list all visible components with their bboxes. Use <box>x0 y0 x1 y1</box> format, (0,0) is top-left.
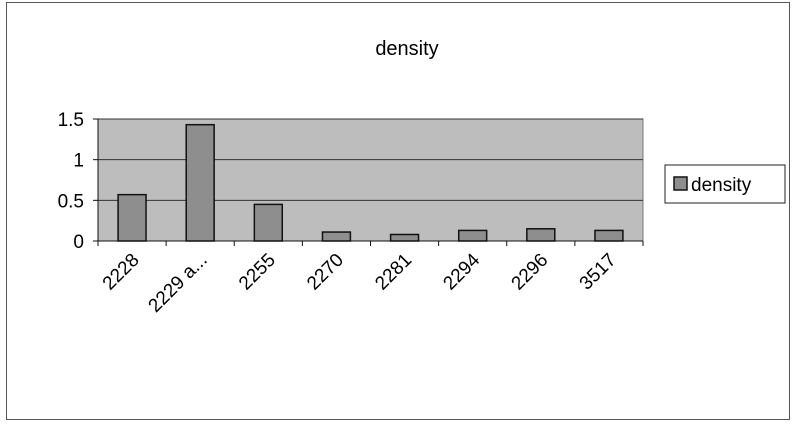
x-tick-label: 2255 <box>235 250 280 295</box>
bar-2296 <box>526 228 556 242</box>
bar-2229-a <box>185 123 215 242</box>
x-tick-label: 3517 <box>576 250 621 295</box>
y-axis: 0 0.5 1 1.5 <box>58 110 99 253</box>
bar-2228 <box>117 193 147 242</box>
plot-area <box>97 118 644 242</box>
bars <box>117 123 624 242</box>
x-tick-label: 2296 <box>508 250 553 295</box>
bar-2255 <box>253 203 284 242</box>
legend-label: density <box>691 175 752 196</box>
y-tick-label: 0 <box>73 232 84 253</box>
bar-3517 <box>594 229 624 242</box>
x-axis: 2228 2229 a... 2255 2270 2281 2294 2296 3517 <box>97 240 644 317</box>
y-tick-label: 1.5 <box>58 110 84 131</box>
x-tick-label: 2229 a... <box>145 250 212 317</box>
chart-frame: density 0 0.5 1 1.5 2228 2229 a... 2255 2270 22… <box>6 2 790 420</box>
legend-swatch <box>673 176 688 191</box>
chart-title: density <box>375 38 438 60</box>
y-tick-label: 1 <box>73 151 84 172</box>
bar-2281 <box>389 233 420 242</box>
bar-2294 <box>457 229 488 242</box>
legend: density <box>664 164 786 204</box>
y-tick-label: 0.5 <box>58 191 84 212</box>
bar-2270 <box>321 231 352 242</box>
x-tick-label: 2294 <box>439 249 484 294</box>
bar-chart: density 00.511.5 2228 2229 a... 2255 2270 22… <box>58 38 786 317</box>
x-tick-label: 2228 <box>99 250 144 295</box>
x-tick-label: 2281 <box>371 250 416 295</box>
x-tick-label: 2270 <box>303 250 348 295</box>
